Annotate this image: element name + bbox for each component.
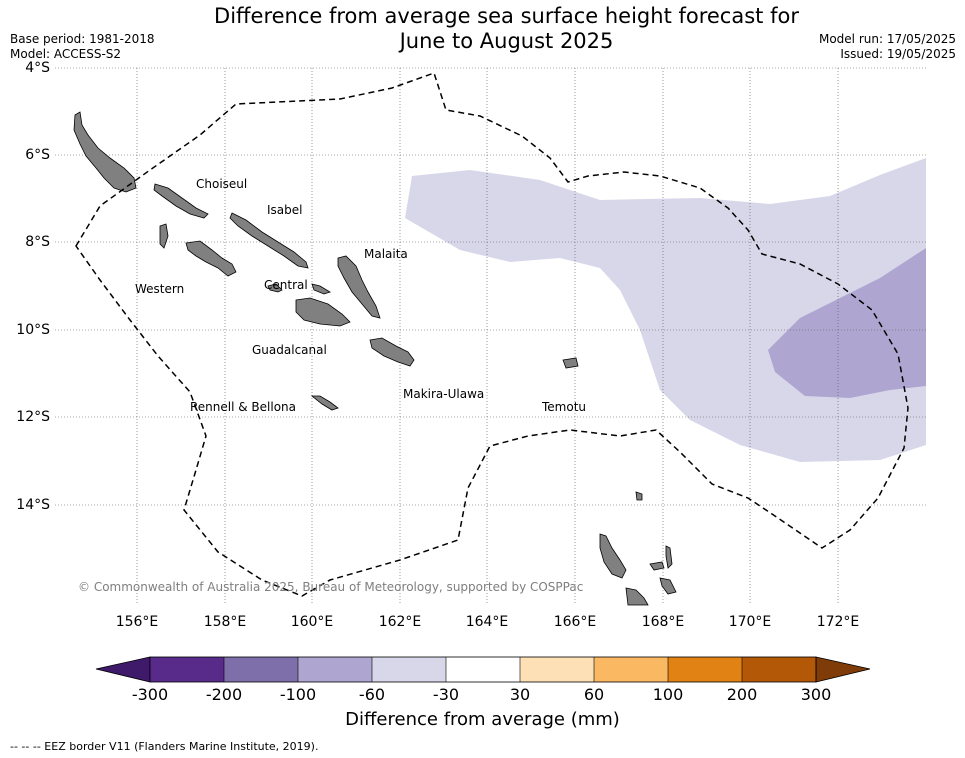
island-rendova <box>159 223 169 249</box>
anomaly-region-medium <box>768 248 926 398</box>
island-russell <box>311 283 331 295</box>
region-label-choiseul: Choiseul <box>196 177 248 191</box>
colorbar-tick-label: 200 <box>726 685 758 704</box>
island-choiseul <box>73 111 137 193</box>
island-vanuatu-2 <box>625 587 649 606</box>
island-makira <box>369 337 415 367</box>
island-rennell <box>310 395 339 411</box>
lat-label: 8°S <box>25 234 50 250</box>
colorbar-tick-label: -300 <box>131 685 169 704</box>
island-malaita <box>337 255 381 319</box>
lat-label: 14°S <box>16 497 50 513</box>
island-vanuatu-1 <box>599 533 627 579</box>
base-period: Base period: 1981-2018 <box>10 32 155 46</box>
lon-label: 158°E <box>203 614 247 630</box>
lon-label: 164°E <box>465 614 509 630</box>
lon-label: 156°E <box>115 614 159 630</box>
island-vella <box>153 183 209 219</box>
copyright-notice: © Commonwealth of Australia 2025, Bureau… <box>78 580 584 594</box>
graticule <box>55 67 926 605</box>
lon-label: 170°E <box>728 614 772 630</box>
lon-label: 172°E <box>816 614 860 630</box>
colorbar-tick-label: 300 <box>800 685 832 704</box>
island-torres <box>635 491 643 501</box>
island-santa-cruz <box>562 357 579 369</box>
island-new-georgia <box>185 240 237 277</box>
region-label-makira-ulawa: Makira-Ulawa <box>403 387 485 401</box>
issued-date: Issued: 19/05/2025 <box>840 47 956 61</box>
colorbar-tick-label: 30 <box>509 685 531 704</box>
model-name: Model: ACCESS-S2 <box>10 47 122 61</box>
island-vanuatu-3 <box>665 545 673 569</box>
model-run: Model run: 17/05/2025 <box>818 32 956 46</box>
colorbar-title: Difference from average (mm) <box>345 709 620 730</box>
map-title: Difference from average sea surface heig… <box>0 4 965 54</box>
colorbar-tick-label: 60 <box>583 685 605 704</box>
island-vanuatu-5 <box>659 577 677 595</box>
colorbar-tick-label: -100 <box>279 685 317 704</box>
island-vanuatu-4 <box>649 561 665 571</box>
lon-label: 162°E <box>378 614 422 630</box>
lat-label: 10°S <box>16 322 50 338</box>
region-label-central: Central <box>264 278 308 292</box>
island-isabel <box>229 212 309 269</box>
colorbar-tick-label: -30 <box>432 685 460 704</box>
meta-left: Base period: 1981-2018 Model: ACCESS-S2 <box>10 32 155 62</box>
title-line-2: June to August 2025 <box>399 29 614 53</box>
islands <box>73 111 677 606</box>
lat-label: 4°S <box>25 60 50 76</box>
meta-right: Model run: 17/05/2025 Issued: 19/05/2025 <box>819 32 956 62</box>
island-guadalcanal <box>295 297 351 327</box>
title-line-1: Difference from average sea surface heig… <box>214 4 799 28</box>
colorbar-tick-label: 100 <box>652 685 684 704</box>
island-florida <box>267 283 283 293</box>
lon-label: 168°E <box>641 614 685 630</box>
colorbar-tick-label: -60 <box>358 685 386 704</box>
lat-label: 6°S <box>25 147 50 163</box>
region-label-rennell-bellona: Rennell & Bellona <box>190 400 297 414</box>
region-label-isabel: Isabel <box>267 203 303 217</box>
colorbar-tick-label: -200 <box>205 685 243 704</box>
region-label-temotu: Temotu <box>542 400 587 414</box>
lat-label: 12°S <box>16 409 50 425</box>
region-label-western: Western <box>135 282 185 296</box>
lon-label: 166°E <box>553 614 597 630</box>
region-label-malaita: Malaita <box>364 247 408 261</box>
lon-label: 160°E <box>290 614 334 630</box>
eez-footnote: -- -- -- EEZ border V11 (Flanders Marine… <box>10 740 319 753</box>
eez-border <box>75 72 909 597</box>
region-label-guadalcanal: Guadalcanal <box>252 343 327 357</box>
